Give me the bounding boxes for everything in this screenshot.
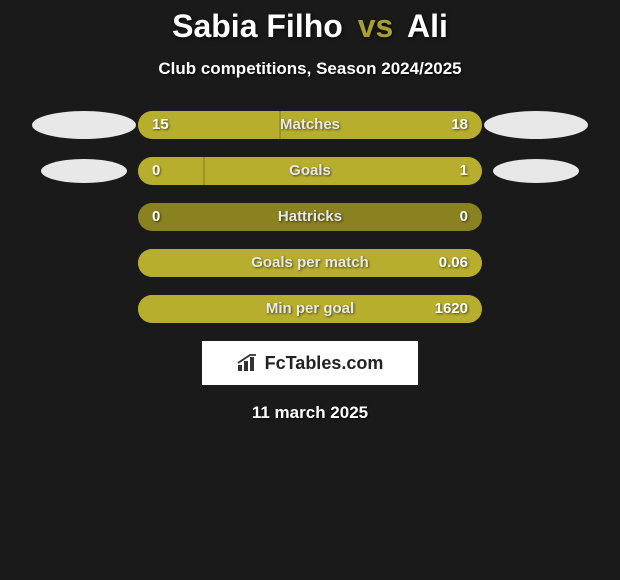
player1-name: Sabia Filho xyxy=(172,8,343,44)
date-label: 11 march 2025 xyxy=(0,403,620,423)
team-badge-left xyxy=(30,159,138,183)
metric-row: Min per goal1620 xyxy=(0,295,620,323)
fctables-logo[interactable]: FcTables.com xyxy=(202,341,418,385)
metric-row: 15Matches18 xyxy=(0,111,620,139)
value-right: 0 xyxy=(460,203,468,231)
metric-bar: Min per goal1620 xyxy=(138,295,482,323)
metric-label: Goals xyxy=(138,157,482,185)
metric-row: 0Goals1 xyxy=(0,157,620,185)
page-title: Sabia Filho vs Ali xyxy=(0,8,620,45)
metric-label: Min per goal xyxy=(138,295,482,323)
metric-label: Goals per match xyxy=(138,249,482,277)
metric-bar: 0Goals1 xyxy=(138,157,482,185)
player2-name: Ali xyxy=(407,8,448,44)
value-right: 18 xyxy=(451,111,468,139)
team-badge-right xyxy=(482,111,590,139)
metric-row: Goals per match0.06 xyxy=(0,249,620,277)
metric-label: Matches xyxy=(138,111,482,139)
value-right: 1 xyxy=(460,157,468,185)
team-badge-right xyxy=(482,159,590,183)
ellipse-icon xyxy=(32,111,136,139)
value-right: 0.06 xyxy=(439,249,468,277)
metric-row: 0Hattricks0 xyxy=(0,203,620,231)
subtitle: Club competitions, Season 2024/2025 xyxy=(0,59,620,79)
ellipse-icon xyxy=(493,159,579,183)
chart-icon xyxy=(237,354,259,372)
ellipse-icon xyxy=(41,159,127,183)
ellipse-icon xyxy=(484,111,588,139)
metric-bar: 0Hattricks0 xyxy=(138,203,482,231)
vs-label: vs xyxy=(358,8,394,44)
comparison-widget: Sabia Filho vs Ali Club competitions, Se… xyxy=(0,0,620,423)
metric-bar: Goals per match0.06 xyxy=(138,249,482,277)
metric-bar: 15Matches18 xyxy=(138,111,482,139)
team-badge-left xyxy=(30,111,138,139)
logo-text: FcTables.com xyxy=(265,353,384,374)
value-right: 1620 xyxy=(435,295,468,323)
metrics-list: 15Matches180Goals10Hattricks0Goals per m… xyxy=(0,111,620,323)
metric-label: Hattricks xyxy=(138,203,482,231)
